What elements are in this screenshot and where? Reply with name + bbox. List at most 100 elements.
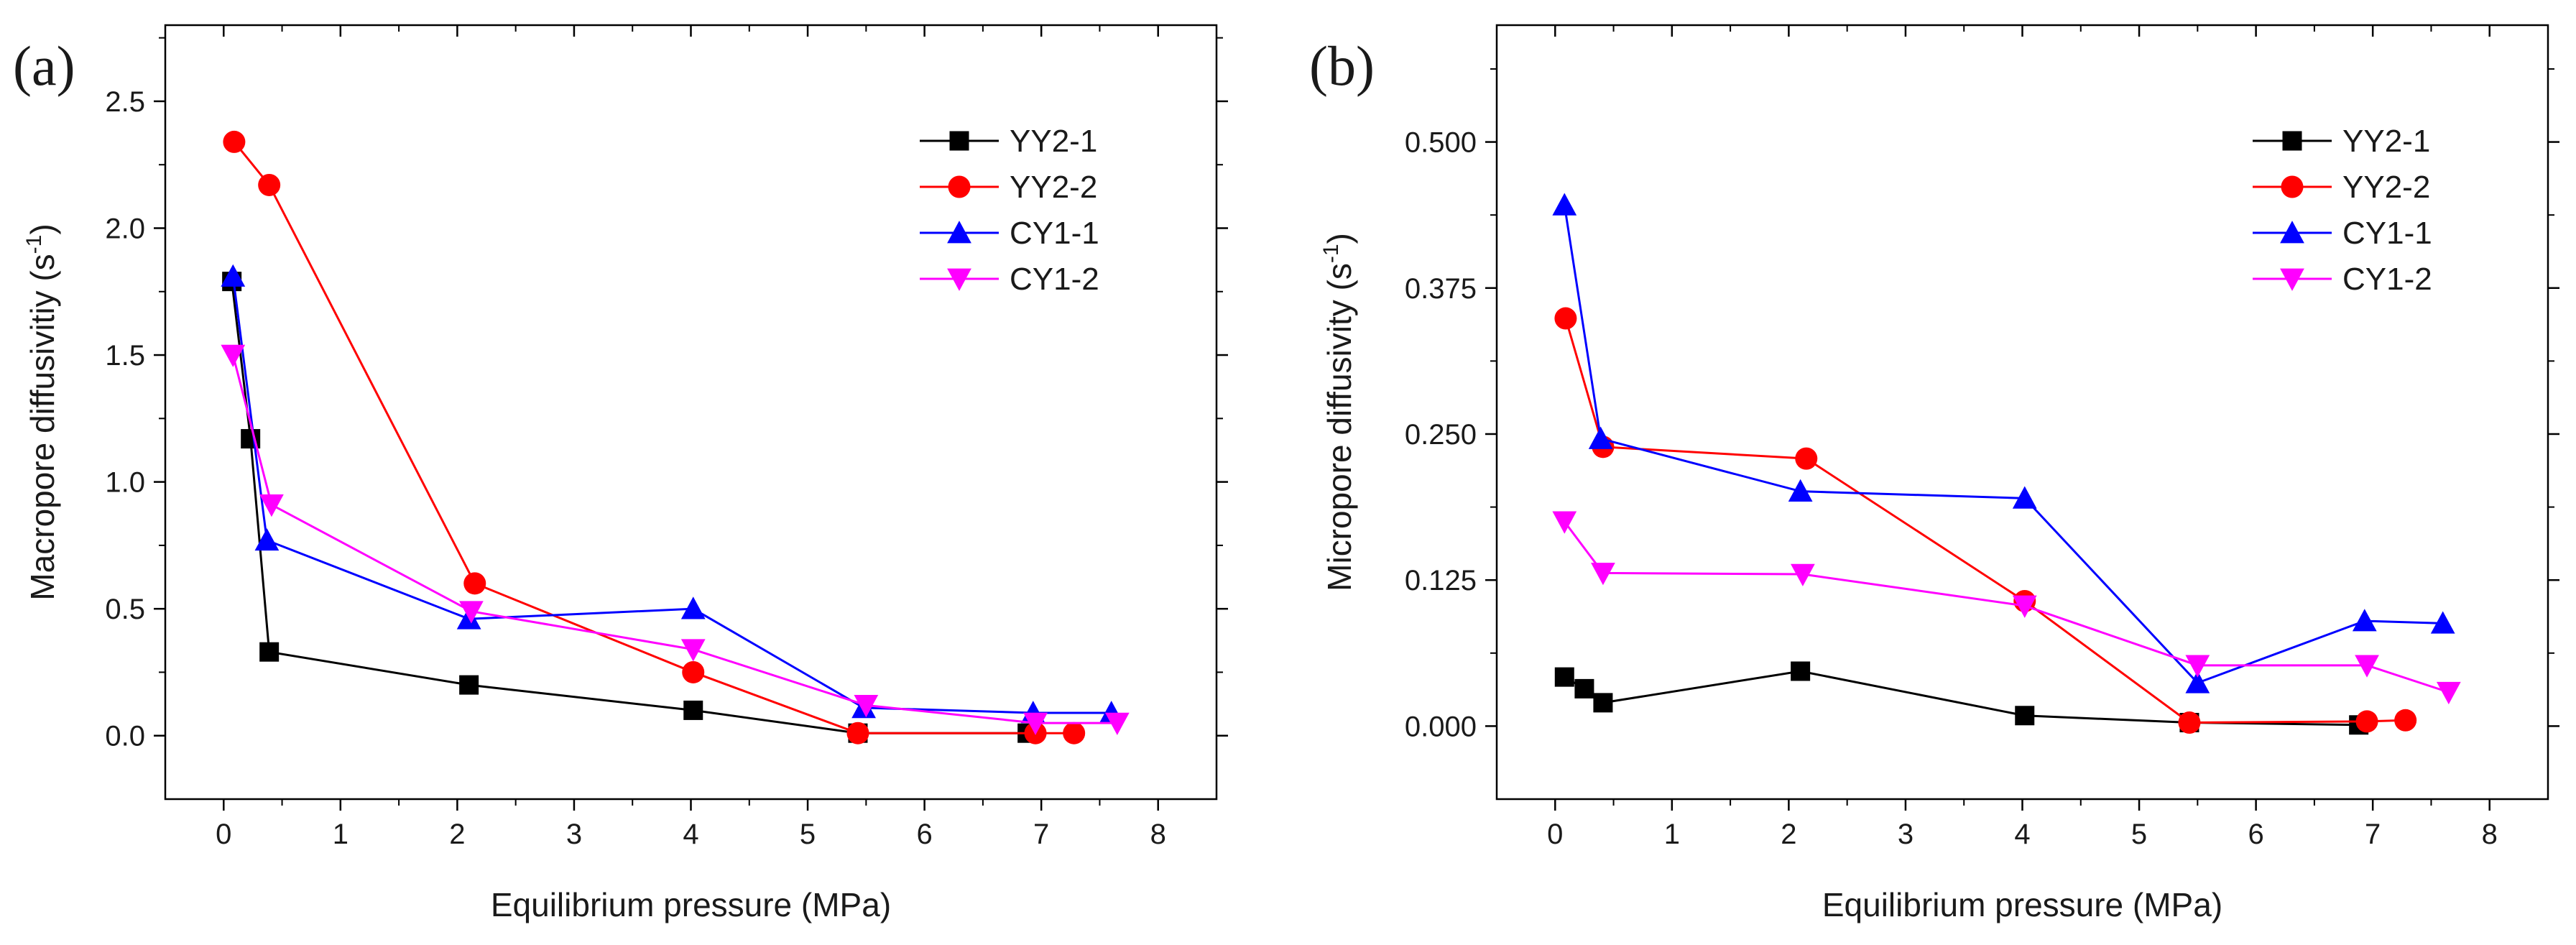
series-CY1-2 bbox=[1552, 511, 2461, 705]
y-axis-title: Macropore diffusivitiy (s-1) bbox=[22, 223, 61, 600]
legend-entry-CY1-2: CY1-2 bbox=[2253, 262, 2432, 297]
data-point bbox=[2185, 655, 2210, 678]
x-axis-title: Equilibrium pressure (MPa) bbox=[1822, 886, 2222, 923]
data-point bbox=[221, 344, 246, 367]
data-point bbox=[1791, 563, 1815, 586]
y-tick-label: 2.5 bbox=[105, 86, 145, 118]
y-tick-label: 0.125 bbox=[1405, 565, 1477, 596]
x-tick-label: 7 bbox=[1033, 819, 1049, 850]
chart-panel-a: 0 1 2 3 4 5 6 7 8 0.0 0.5 1.0 1.5 2.0 2.5 Equilibrium p… bbox=[13, 24, 1228, 923]
legend-entry-YY2-1: YY2-1 bbox=[920, 124, 1097, 159]
data-point bbox=[463, 572, 486, 595]
data-point bbox=[223, 130, 246, 153]
legend-entry-YY2-2: YY2-2 bbox=[2253, 170, 2430, 205]
y-axis-title-unit-exponent: -1 bbox=[1319, 244, 1343, 263]
y-axis-title-unit-exponent: -1 bbox=[22, 235, 46, 254]
data-point bbox=[682, 660, 705, 683]
x-tick-label: 8 bbox=[1150, 819, 1166, 850]
data-point bbox=[1552, 193, 1577, 216]
x-tick-label: 4 bbox=[2014, 819, 2030, 850]
legend-entry-CY1-2: CY1-2 bbox=[920, 262, 1099, 297]
y-axis-title-close: ) bbox=[24, 223, 61, 234]
x-tick-label: 6 bbox=[916, 819, 932, 850]
data-point bbox=[846, 722, 869, 745]
data-point bbox=[680, 596, 706, 619]
data-point bbox=[2355, 710, 2378, 733]
y-tick-label: 0.250 bbox=[1405, 419, 1477, 451]
x-axis-title: Equilibrium pressure (MPa) bbox=[491, 886, 891, 923]
data-point bbox=[1574, 678, 1594, 699]
legend-marker bbox=[948, 175, 971, 198]
data-point bbox=[1023, 712, 1048, 735]
y-tick-label: 0.5 bbox=[105, 594, 145, 625]
y-tick-label: 2.0 bbox=[105, 213, 145, 244]
y-tick-label: 1.5 bbox=[105, 340, 145, 372]
y-axis-title-text: Macropore diffusivitiy (s bbox=[24, 254, 61, 600]
x-tick-label: 1 bbox=[1664, 819, 1680, 850]
panel-label: (b) bbox=[1309, 34, 1375, 97]
x-tick-label: 3 bbox=[1898, 819, 1913, 850]
x-tick-label: 2 bbox=[449, 819, 465, 850]
legend-entry-YY2-1: YY2-1 bbox=[2253, 124, 2430, 159]
y-tick-label: 0.500 bbox=[1405, 127, 1477, 159]
y-axis-title-text: Micropore diffusivity (s bbox=[1321, 263, 1358, 591]
legend-marker bbox=[949, 131, 969, 151]
series-line bbox=[233, 141, 1074, 734]
data-point bbox=[1104, 712, 1130, 735]
data-point bbox=[258, 173, 281, 196]
chart-panel-b: 0 1 2 3 4 5 6 7 8 0.000 0.125 0.250 0.375 0.500 Equili… bbox=[1309, 24, 2559, 923]
y-axis-title-close: ) bbox=[1321, 233, 1358, 244]
legend-label: CY1-2 bbox=[1010, 262, 1099, 297]
data-point bbox=[854, 695, 879, 718]
data-point bbox=[2012, 595, 2037, 618]
x-tick-label: 7 bbox=[2365, 819, 2381, 850]
data-point bbox=[1554, 307, 1577, 330]
legend-marker bbox=[2280, 268, 2304, 291]
x-tick-label: 4 bbox=[683, 819, 698, 850]
data-point bbox=[683, 700, 703, 720]
legend-marker bbox=[947, 268, 971, 291]
data-point bbox=[1552, 511, 1577, 534]
panel-label: (a) bbox=[13, 34, 75, 97]
x-tick-label: 2 bbox=[1781, 819, 1796, 850]
y-axis-title: Micropore diffusivity (s-1) bbox=[1319, 233, 1358, 591]
y-tick-label: 0.000 bbox=[1405, 711, 1477, 742]
data-point bbox=[254, 527, 280, 551]
series-YY2-1 bbox=[1554, 661, 2369, 735]
data-point bbox=[1591, 563, 1615, 586]
series-YY2-2 bbox=[223, 130, 1086, 745]
data-point bbox=[2355, 655, 2379, 678]
data-point bbox=[1788, 479, 1813, 502]
x-tick-label: 5 bbox=[2131, 819, 2147, 850]
legend-marker bbox=[2280, 221, 2304, 244]
data-point bbox=[2430, 611, 2455, 634]
data-point bbox=[1554, 667, 1574, 687]
legend-label: CY1-1 bbox=[2342, 216, 2432, 251]
x-tick-label: 0 bbox=[216, 819, 231, 850]
series-line bbox=[1564, 670, 2359, 727]
legend-label: YY2-2 bbox=[2342, 170, 2430, 205]
legend-label: YY2-1 bbox=[2342, 124, 2430, 159]
series-CY1-1 bbox=[221, 264, 1124, 724]
data-point bbox=[1791, 661, 1811, 681]
data-point bbox=[1593, 693, 1613, 713]
data-point bbox=[2394, 709, 2417, 732]
series-CY1-1 bbox=[1552, 193, 2455, 693]
series-line bbox=[1563, 205, 2443, 684]
data-point bbox=[221, 264, 246, 287]
legend-entry-CY1-1: CY1-1 bbox=[920, 216, 1099, 251]
legend-marker bbox=[947, 221, 971, 244]
data-point bbox=[1588, 426, 1613, 449]
data-point bbox=[459, 675, 479, 695]
data-point bbox=[2185, 670, 2210, 693]
series-YY2-1 bbox=[222, 272, 1038, 743]
legend-marker bbox=[2281, 175, 2304, 198]
x-tick-label: 6 bbox=[2248, 819, 2263, 850]
series-line bbox=[231, 276, 1112, 714]
legend-label: YY2-1 bbox=[1010, 124, 1097, 159]
y-tick-label: 0.0 bbox=[105, 721, 145, 752]
data-point bbox=[680, 639, 706, 662]
data-point bbox=[2436, 681, 2461, 705]
data-point bbox=[259, 642, 280, 662]
